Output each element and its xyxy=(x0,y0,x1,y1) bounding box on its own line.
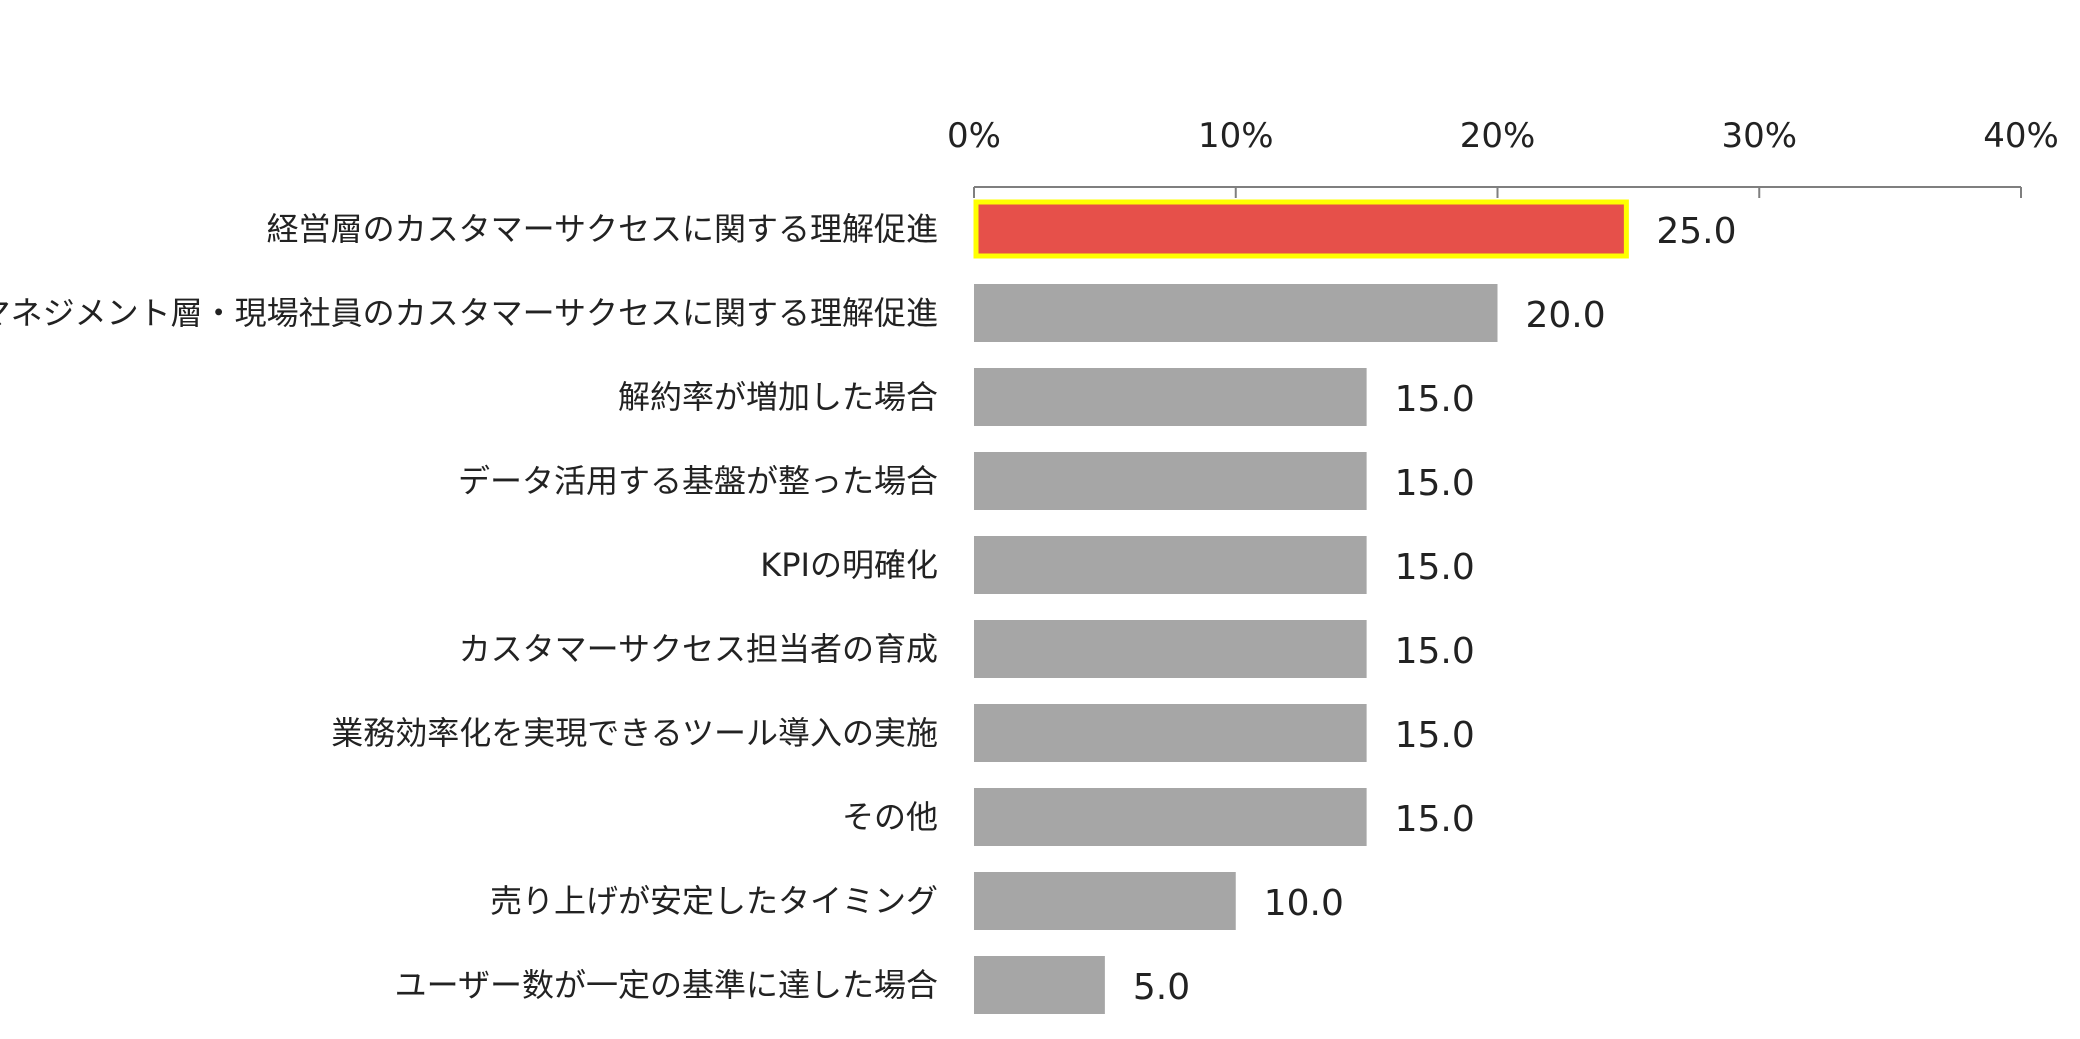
bar xyxy=(974,788,1367,846)
bar xyxy=(974,872,1236,930)
data-label: 15.0 xyxy=(1395,631,1475,672)
category-label: 経営層のカスタマーサクセスに関する理解促進 xyxy=(267,210,938,248)
bar xyxy=(974,704,1367,762)
category-label: 売り上げが安定したタイミング xyxy=(490,882,938,920)
bar xyxy=(974,452,1367,510)
data-label: 20.0 xyxy=(1526,295,1606,336)
data-label: 15.0 xyxy=(1395,547,1475,588)
category-label: データ活用する基盤が整った場合 xyxy=(458,462,938,500)
category-label: 解約率が増加した場合 xyxy=(618,378,938,416)
data-label: 15.0 xyxy=(1395,379,1475,420)
category-label: マネジメント層・現場社員のカスタマーサクセスに関する理解促進 xyxy=(0,294,938,332)
bar xyxy=(974,368,1367,426)
category-label: その他 xyxy=(842,798,938,836)
bar xyxy=(974,284,1498,342)
category-labels: 経営層のカスタマーサクセスに関する理解促進マネジメント層・現場社員のカスタマーサ… xyxy=(0,210,938,1004)
x-axis: 0% 10% 20% 30% 40% xyxy=(947,116,2059,198)
category-label: カスタマーサクセス担当者の育成 xyxy=(459,630,938,668)
category-label: ユーザー数が一定の基準に達した場合 xyxy=(395,966,938,1004)
x-tick-label: 30% xyxy=(1721,116,1797,156)
data-labels: 25.0 20.0 15.0 15.0 15.0 15.0 15.0 15.0 10.0 5.0 xyxy=(1133,211,1737,1008)
category-label: KPIの明確化 xyxy=(760,546,938,584)
bar-highlighted xyxy=(973,199,1629,259)
x-tick-label: 0% xyxy=(947,116,1001,156)
data-label: 15.0 xyxy=(1395,715,1475,756)
bar xyxy=(974,620,1367,678)
data-label: 15.0 xyxy=(1395,463,1475,504)
x-tick-label: 20% xyxy=(1460,116,1536,156)
x-tick-label: 10% xyxy=(1198,116,1274,156)
bar xyxy=(974,536,1367,594)
data-label: 25.0 xyxy=(1656,211,1736,252)
data-label: 10.0 xyxy=(1264,883,1344,924)
data-label: 5.0 xyxy=(1133,967,1190,1008)
bar xyxy=(974,956,1105,1014)
data-label: 15.0 xyxy=(1395,799,1475,840)
x-tick-label: 40% xyxy=(1983,116,2059,156)
bars xyxy=(973,199,1629,1014)
category-label: 業務効率化を実現できるツール導入の実施 xyxy=(331,714,938,752)
